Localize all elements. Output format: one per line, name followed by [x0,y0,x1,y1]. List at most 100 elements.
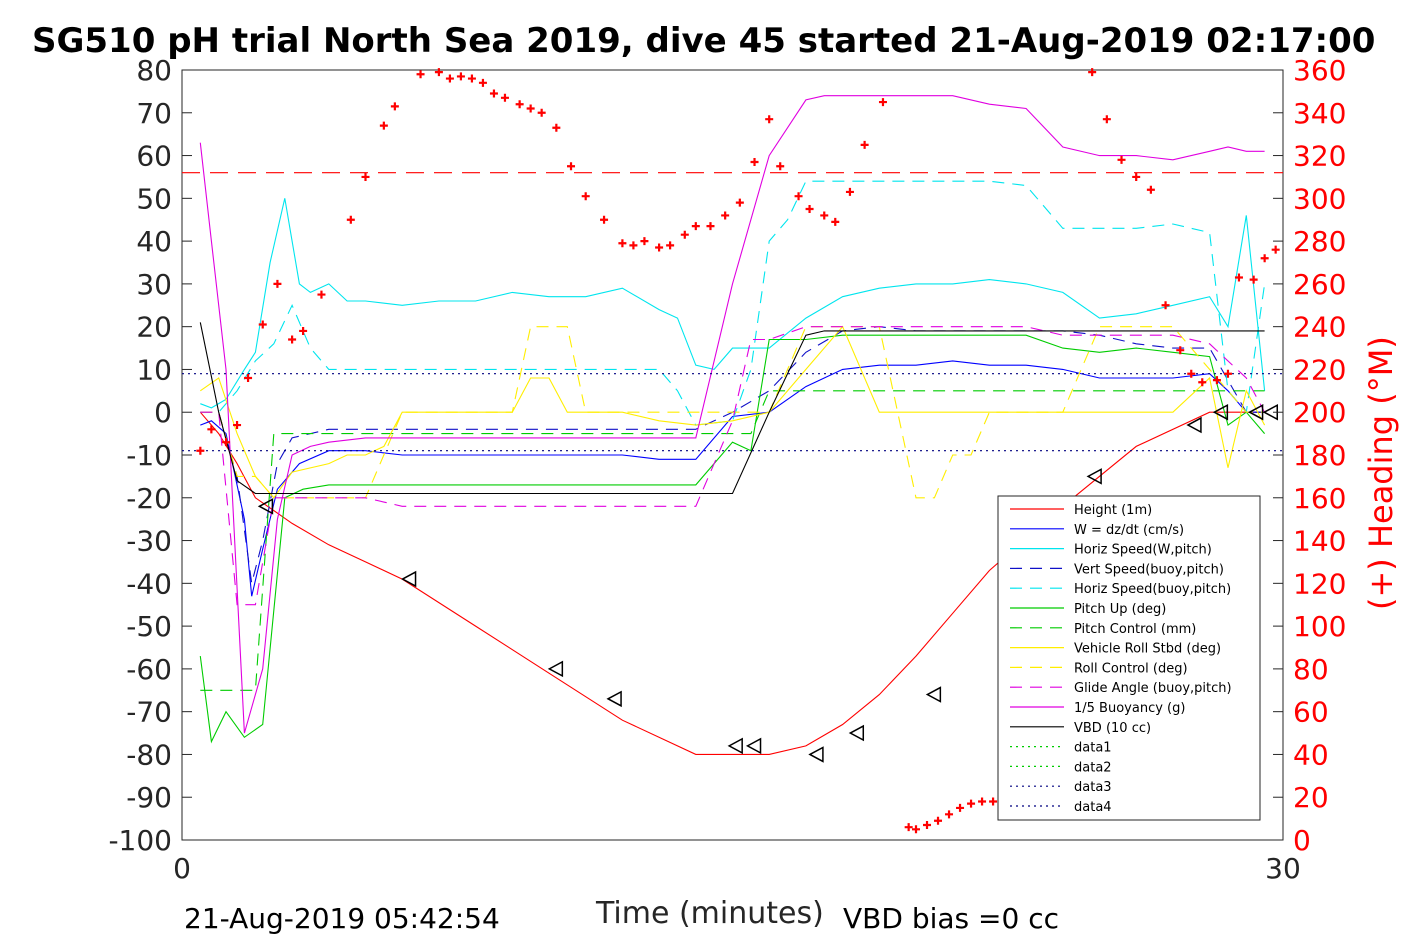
footer-date: 21-Aug-2019 05:42:54 [184,902,500,935]
heading-point [500,93,509,102]
heading-point [805,205,814,214]
heading-point [1117,155,1126,164]
right-tick-label: 220 [1293,353,1346,386]
legend-label: VBD (10 cc) [1074,721,1151,736]
heading-point [989,797,998,806]
series-line-7 [199,325,1266,499]
depth-marker [1186,416,1202,434]
heading-point [820,211,829,220]
legend-label: Height (1m) [1074,503,1152,518]
footer-vbd-bias: VBD bias =0 cc [843,902,1059,935]
heading-point [878,98,887,107]
depth-marker [400,570,417,588]
heading-point [390,102,399,111]
legend-label: Pitch Control (mm) [1074,622,1196,637]
series-line-9 [200,326,1266,606]
heading-point [361,172,370,181]
depth-marker [547,660,564,678]
right-tick-label: 280 [1293,225,1346,258]
y-tick-label: 80 [136,54,172,87]
legend-label: Horiz Speed(buoy,pitch) [1074,582,1231,597]
depth-marker [745,737,762,755]
chart-title: SG510 pH trial North Sea 2019, dive 45 s… [32,21,1375,61]
heading-point [207,425,216,434]
heading-point [794,192,803,201]
series-line-2 [200,198,1266,409]
heading-point [934,816,943,825]
heading-point [640,237,649,246]
heading-point [346,215,355,224]
heading-point [1132,172,1141,181]
x-axis-label: Time (minutes) [595,896,824,931]
right-tick-label: 340 [1293,97,1346,130]
y-tick-label: 60 [136,140,172,173]
right-axis: 3603403203002802602402202001801601401201… [1273,54,1346,857]
heading-point [904,823,913,832]
heading-point [765,115,774,124]
heading-point [1102,115,1111,124]
legend-label: Roll Control (deg) [1074,661,1188,676]
depth-marker [1212,403,1229,421]
right-tick-label: 80 [1293,653,1329,686]
heading-point [618,239,627,248]
right-axis-label: (+) Heading (°M) [1362,336,1400,610]
legend-label: Pitch Up (deg) [1074,602,1166,617]
heading-point [1223,369,1232,378]
legend-label: data3 [1074,780,1112,795]
bottom-axis: 0 30 [173,830,1301,885]
series-line-1 [200,360,1265,597]
heading-point [445,74,454,83]
depth-marker [606,690,622,708]
y-tick-label: -80 [126,738,172,771]
heading-point [691,222,700,231]
depth-marker [1086,468,1102,485]
heading-point [196,446,205,455]
heading-point [581,192,590,201]
y-tick-label: 30 [136,268,172,301]
y-tick-label: 20 [136,311,172,344]
heading-point [515,100,524,109]
heading-point [273,279,282,288]
heading-point [288,335,297,344]
depth-marker [727,737,743,755]
heading-point [750,157,759,166]
heading-point [1198,378,1207,387]
heading-point [831,217,840,226]
heading-point [912,825,920,834]
heading-point [1176,346,1185,355]
series-line-0 [199,411,1265,755]
y-tick-label: -20 [126,482,172,515]
legend-label: data1 [1074,741,1112,756]
legend-label: data2 [1074,760,1112,775]
heading-point [1161,301,1170,310]
heading-point [552,123,561,132]
y-tick-label: 10 [136,353,172,386]
heading-point [706,222,715,231]
heading-point [478,78,487,87]
right-tick-label: 120 [1293,567,1346,600]
heading-point [600,215,609,224]
y-tick-label: -30 [126,525,172,558]
right-tick-label: 240 [1293,311,1346,344]
heading-point [467,74,476,83]
depth-marker [848,724,865,742]
right-tick-label: 0 [1293,824,1311,857]
heading-point [317,290,326,299]
right-tick-label: 40 [1293,738,1329,771]
heading-point [860,140,869,149]
heading-point [1088,68,1097,77]
right-tick-label: 180 [1293,439,1346,472]
y-tick-label: -70 [126,696,172,729]
heading-point [721,211,730,220]
left-axis: 80 70 60 50 40 30 20 10 0 -10 -20 -30 -40 -50 -60 -70 -8… [108,54,192,857]
heading-point [1260,254,1269,263]
heading-point [489,89,498,98]
heading-point [978,797,987,806]
heading-point [567,162,576,171]
series-line-4 [200,180,1266,426]
heading-point [416,70,425,79]
legend-label: Horiz Speed(W,pitch) [1074,543,1212,558]
heading-point [233,421,242,430]
heading-point [956,803,965,812]
heading-point [537,108,546,117]
